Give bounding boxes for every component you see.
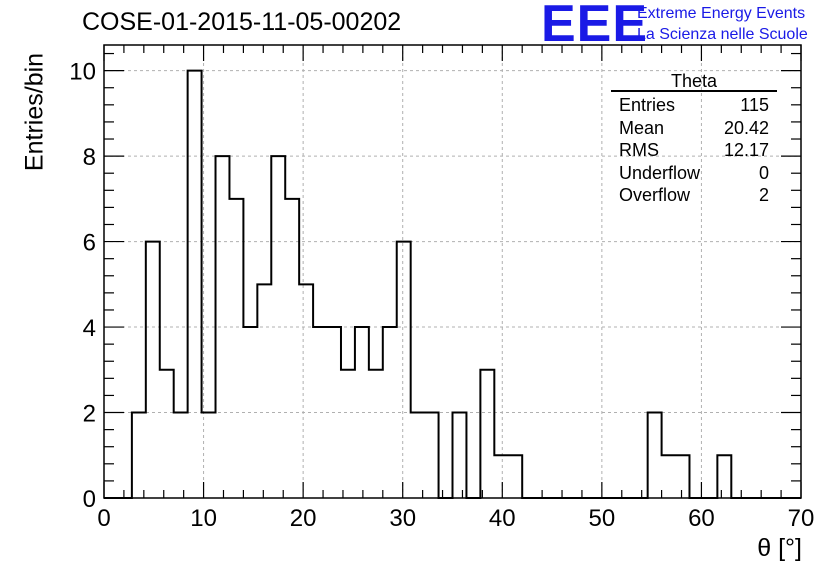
- stats-row-overflow: Overflow 2: [611, 184, 777, 207]
- histogram-bin: [327, 327, 341, 498]
- stats-label: Entries: [619, 95, 676, 115]
- histogram-bin: [271, 156, 285, 498]
- stats-row-mean: Mean 20.42: [611, 117, 777, 140]
- histogram-bin: [397, 242, 411, 498]
- histogram-bin: [369, 370, 383, 498]
- stats-label: Overflow: [619, 185, 691, 206]
- stats-value: 0: [758, 162, 769, 183]
- stats-label: Mean: [619, 117, 665, 138]
- x-tick-label: 40: [489, 505, 516, 532]
- histogram-bin: [257, 284, 271, 498]
- x-axis-label: θ [°]: [757, 534, 802, 562]
- stats-box: Theta Entries 115 Mean 20.42 RMS 12.17 U…: [611, 72, 777, 207]
- y-tick-label: 4: [83, 315, 96, 342]
- histogram-bin: [676, 455, 690, 498]
- y-tick-label: 8: [83, 144, 96, 171]
- histogram-bin: [174, 413, 188, 498]
- logo-line-2: La Scienza nelle Scuole: [637, 26, 808, 43]
- x-tick-label: 30: [389, 505, 416, 532]
- histogram-bin: [411, 413, 425, 498]
- histogram-bin: [313, 327, 327, 498]
- x-tick-label: 10: [190, 505, 217, 532]
- x-tick-label: 70: [788, 505, 815, 532]
- histogram-bin: [160, 370, 174, 498]
- x-tick-label: 60: [688, 505, 715, 532]
- stats-row-underflow: Underflow 0: [611, 162, 777, 185]
- x-tick-label: 50: [589, 505, 616, 532]
- histogram-bin: [383, 327, 397, 498]
- stats-row-rms: RMS 12.17: [611, 139, 777, 162]
- histogram-outline: [104, 69, 801, 499]
- histogram-bin: [146, 242, 160, 498]
- histogram-bin: [229, 199, 243, 498]
- x-tick-label: 0: [97, 505, 110, 532]
- histogram-bin: [717, 455, 731, 498]
- y-tick-label: 6: [83, 230, 96, 257]
- histogram-bin: [285, 199, 299, 498]
- stats-value: 20.42: [723, 117, 769, 138]
- histogram-bin: [341, 370, 355, 498]
- x-tick-label: 20: [290, 505, 317, 532]
- plot-frame: [103, 44, 802, 499]
- histogram-bin: [425, 413, 439, 498]
- eee-logo: EEE: [541, 0, 649, 53]
- histogram-bin: [508, 455, 522, 498]
- histogram-bin: [188, 71, 202, 498]
- histogram-bin: [132, 413, 146, 498]
- stats-value: 2: [758, 185, 769, 206]
- y-tick-label: 2: [83, 401, 96, 428]
- histogram-bin: [453, 413, 467, 498]
- stats-label: Underflow: [619, 162, 701, 183]
- stats-label: RMS: [619, 140, 659, 161]
- histogram-bin: [494, 455, 508, 498]
- stats-value: 12.17: [723, 140, 769, 161]
- stats-value: 115: [740, 95, 769, 115]
- stats-row-entries: Entries 115: [611, 94, 777, 117]
- y-tick-label: 0: [83, 486, 96, 513]
- histogram-bin: [299, 284, 313, 498]
- chart-title: COSE-01-2015-11-05-00202: [82, 8, 402, 36]
- logo-line-1: Extreme Energy Events: [637, 5, 806, 22]
- histogram-bin: [243, 327, 257, 498]
- stats-title: Theta: [611, 72, 777, 92]
- histogram-bin: [355, 327, 369, 498]
- histogram-bin: [216, 156, 230, 498]
- histogram-bin: [662, 455, 676, 498]
- histogram-bin: [648, 413, 662, 498]
- histogram-bin: [480, 370, 494, 498]
- y-tick-label: 10: [69, 59, 96, 86]
